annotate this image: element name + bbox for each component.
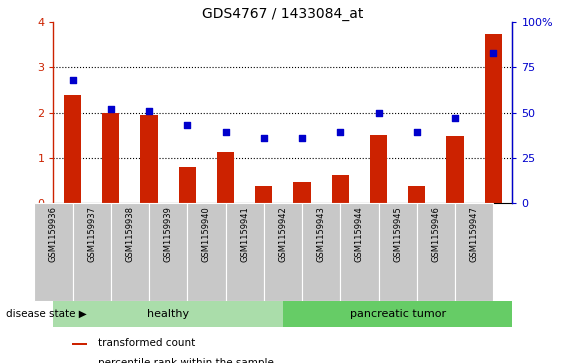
Bar — [408, 186, 425, 203]
Point — [450, 115, 459, 121]
Bar — [255, 186, 272, 203]
Bar — [302, 203, 340, 301]
Text: disease state ▶: disease state ▶ — [6, 309, 86, 319]
Point — [260, 135, 269, 141]
Text: pancreatic tumor: pancreatic tumor — [350, 309, 446, 319]
Text: transformed count: transformed count — [99, 338, 196, 348]
Bar — [72, 343, 87, 345]
Point — [145, 108, 154, 114]
Bar — [332, 175, 349, 203]
Bar — [283, 301, 512, 327]
Bar — [178, 167, 196, 203]
Title: GDS4767 / 1433084_at: GDS4767 / 1433084_at — [202, 7, 364, 21]
Bar — [293, 182, 311, 203]
Bar — [141, 115, 158, 203]
Point — [489, 50, 498, 56]
Text: percentile rank within the sample: percentile rank within the sample — [99, 358, 274, 363]
Point — [374, 110, 383, 115]
Bar — [111, 203, 149, 301]
Point — [336, 130, 345, 135]
Bar — [64, 95, 81, 203]
Point — [221, 130, 230, 135]
Bar — [102, 113, 119, 203]
Point — [68, 77, 77, 83]
Text: GSM1159941: GSM1159941 — [240, 206, 249, 262]
Text: GSM1159937: GSM1159937 — [87, 206, 96, 262]
Bar — [34, 203, 73, 301]
Bar — [485, 34, 502, 203]
Bar — [446, 136, 463, 203]
Text: GSM1159945: GSM1159945 — [393, 206, 402, 262]
Bar — [417, 203, 455, 301]
Text: GSM1159939: GSM1159939 — [164, 206, 173, 262]
Text: GSM1159936: GSM1159936 — [49, 206, 58, 262]
Bar — [370, 135, 387, 203]
Text: GSM1159940: GSM1159940 — [202, 206, 211, 262]
Text: GSM1159938: GSM1159938 — [126, 206, 135, 262]
Text: GSM1159942: GSM1159942 — [279, 206, 287, 262]
Text: GSM1159946: GSM1159946 — [431, 206, 440, 262]
Bar — [53, 301, 283, 327]
Bar — [378, 203, 417, 301]
Text: GSM1159947: GSM1159947 — [470, 206, 479, 262]
Point — [106, 106, 115, 112]
Bar — [217, 152, 234, 203]
Point — [183, 122, 192, 128]
Text: GSM1159943: GSM1159943 — [316, 206, 325, 262]
Bar — [264, 203, 302, 301]
Text: healthy: healthy — [147, 309, 189, 319]
Point — [297, 135, 306, 141]
Bar — [187, 203, 226, 301]
Text: GSM1159944: GSM1159944 — [355, 206, 364, 262]
Bar — [340, 203, 378, 301]
Point — [412, 130, 421, 135]
Bar — [149, 203, 187, 301]
Bar — [455, 203, 493, 301]
Bar — [73, 203, 111, 301]
Bar — [226, 203, 264, 301]
